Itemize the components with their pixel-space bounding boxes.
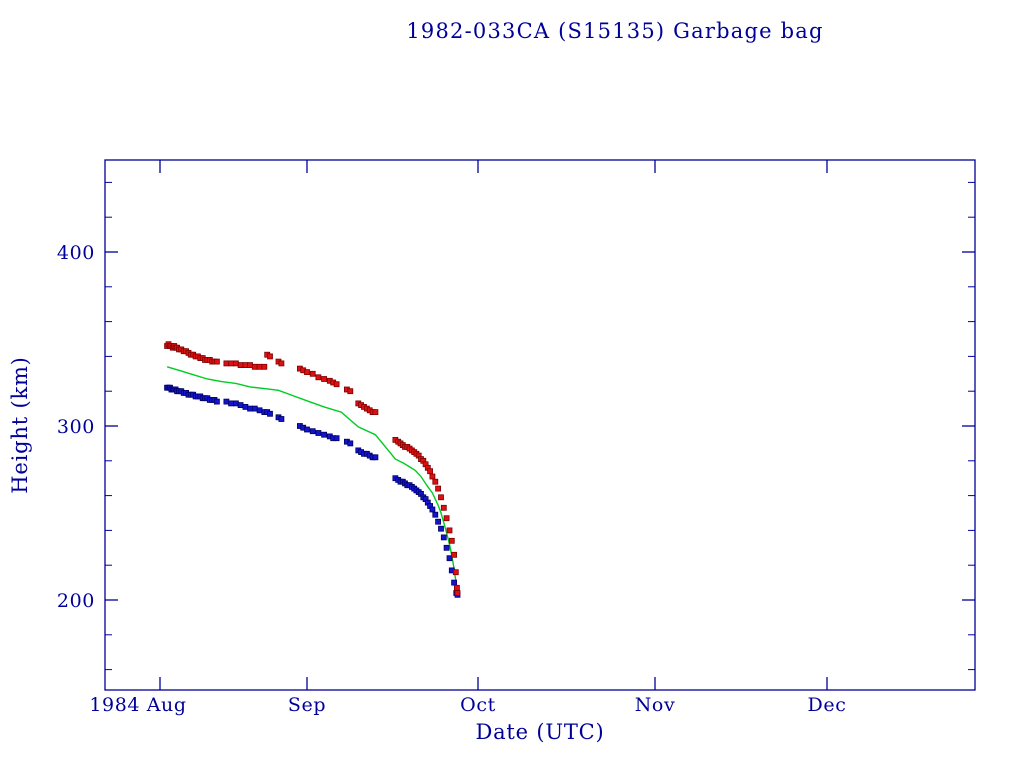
plot-border xyxy=(104,159,976,691)
perigee-height-point xyxy=(232,400,239,407)
apogee-height-point xyxy=(453,584,460,591)
y-tick-label: 400 xyxy=(57,242,95,264)
x-tick-label: Dec xyxy=(808,694,847,716)
perigee-height-point xyxy=(237,402,244,409)
apogee-height-point xyxy=(333,381,340,388)
perigee-height-point xyxy=(321,431,328,438)
apogee-height-point xyxy=(315,374,322,381)
apogee-height-point xyxy=(440,504,447,511)
x-tick-label: Sep xyxy=(288,694,326,716)
perigee-height-point xyxy=(432,511,439,518)
perigee-height-point xyxy=(251,405,258,412)
apogee-height-point xyxy=(247,362,254,369)
perigee-height-point xyxy=(247,405,254,412)
perigee-height-point xyxy=(443,544,450,551)
apogee-height-point xyxy=(448,537,455,544)
apogee-height-point xyxy=(223,360,230,367)
apogee-height-point xyxy=(435,485,442,492)
perigee-height-point xyxy=(372,454,379,461)
y-tick-label: 200 xyxy=(57,590,95,612)
perigee-height-point xyxy=(315,430,322,436)
apogee-height-point xyxy=(432,478,439,485)
apogee-height-point xyxy=(232,360,239,367)
apogee-height-point xyxy=(347,388,354,395)
perigee-height-point xyxy=(435,518,442,525)
apogee-height-point xyxy=(429,473,436,480)
apogee-height-point xyxy=(278,360,285,367)
apogee-height-point xyxy=(372,409,379,416)
perigee-height-point xyxy=(223,398,230,405)
apogee-height-point xyxy=(228,360,235,367)
apogee-height-point xyxy=(446,527,453,534)
apogee-height-point xyxy=(213,358,220,365)
perigee-height-point xyxy=(228,400,235,407)
y-axis-label: Height (km) xyxy=(8,356,32,493)
x-tick-label: 1984 Aug xyxy=(89,694,186,716)
plot-frame: 200 300 400 1984 Aug Sep Oct Nov Dec xyxy=(57,159,976,716)
perigee-height-point xyxy=(213,398,220,405)
perigee-height-point xyxy=(304,426,310,433)
apogee-height-point xyxy=(251,363,258,370)
x-tick-label: Nov xyxy=(635,694,676,716)
perigee-height-point xyxy=(446,555,453,562)
apogee-height-point xyxy=(452,569,459,576)
apogee-height-point xyxy=(454,590,461,596)
apogee-height-series xyxy=(164,341,461,596)
perigee-height-series xyxy=(164,384,461,598)
apogee-height-point xyxy=(451,551,458,558)
perigee-height-point xyxy=(429,506,436,513)
perigee-height-point xyxy=(278,416,285,422)
apogee-height-point xyxy=(261,363,268,370)
y-tick-label: 300 xyxy=(57,416,95,438)
perigee-height-point xyxy=(333,435,340,442)
chart-title: 1982-033CA (S15135) Garbage bag xyxy=(406,19,823,43)
apogee-height-point xyxy=(427,468,434,475)
apogee-height-point xyxy=(321,376,328,382)
perigee-height-point xyxy=(309,428,316,435)
apogee-height-point xyxy=(438,494,444,501)
apogee-height-point xyxy=(267,353,273,360)
perigee-height-point xyxy=(242,403,249,410)
perigee-height-point xyxy=(451,579,458,586)
data-series xyxy=(164,341,461,598)
perigee-height-point xyxy=(347,440,354,447)
apogee-height-point xyxy=(256,363,263,370)
apogee-height-point xyxy=(443,515,450,522)
apogee-height-point xyxy=(309,370,316,377)
perigee-height-point xyxy=(256,407,263,414)
perigee-height-point xyxy=(440,534,447,541)
apogee-height-point xyxy=(242,362,249,369)
x-tick-label: Oct xyxy=(460,694,496,716)
apogee-height-point xyxy=(237,362,244,369)
apogee-height-point xyxy=(304,369,310,376)
x-axis-label: Date (UTC) xyxy=(475,720,604,744)
perigee-height-point xyxy=(438,525,444,532)
perigee-height-point xyxy=(267,410,273,417)
